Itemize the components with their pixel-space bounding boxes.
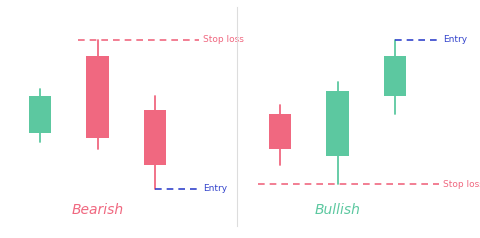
Bar xyxy=(86,56,108,138)
Text: Bearish: Bearish xyxy=(72,203,123,217)
Text: Stop loss: Stop loss xyxy=(203,35,243,44)
Bar xyxy=(144,109,166,165)
Text: Bullish: Bullish xyxy=(314,203,360,217)
Bar xyxy=(326,91,348,156)
Bar xyxy=(384,56,406,96)
Text: Stop loss: Stop loss xyxy=(443,179,480,188)
Text: Entry: Entry xyxy=(443,35,467,44)
Text: Entry: Entry xyxy=(203,184,227,193)
Bar xyxy=(269,114,291,149)
Bar xyxy=(29,96,51,133)
